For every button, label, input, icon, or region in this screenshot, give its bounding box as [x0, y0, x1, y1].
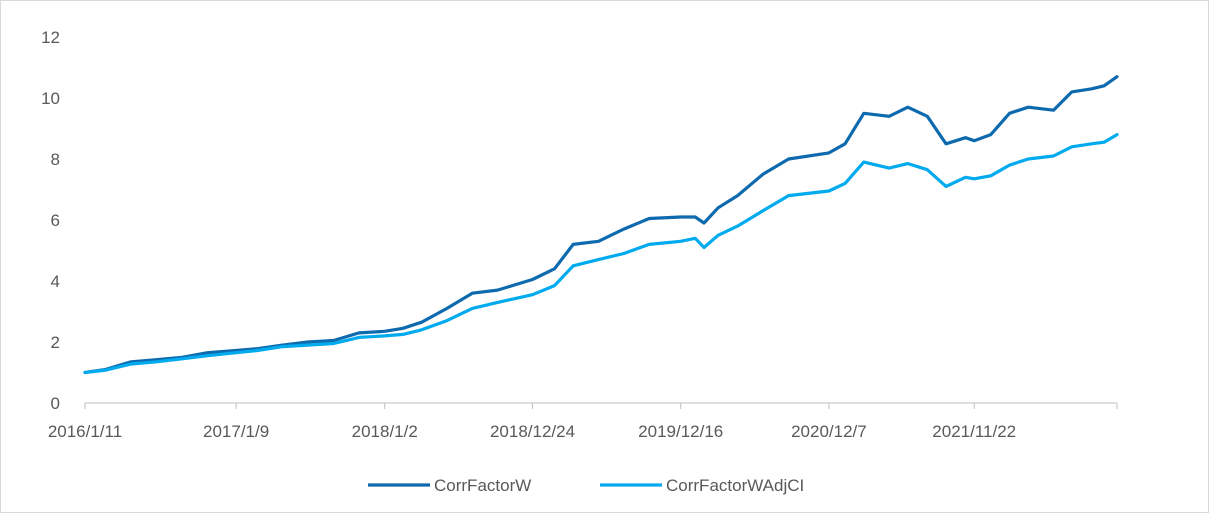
x-tick-label: 2017/1/9: [203, 422, 269, 441]
x-tick-label: 2018/1/2: [352, 422, 418, 441]
x-tick-label: 2021/11/22: [932, 422, 1016, 441]
y-axis: 0 2 4 6 8 10 12: [41, 28, 60, 413]
y-tick-label: 8: [51, 150, 60, 169]
x-tick-label: 2018/12/24: [490, 422, 575, 441]
x-tick-label: 2020/12/7: [791, 422, 867, 441]
x-tick-label: 2019/12/16: [638, 422, 723, 441]
series-line-corrfactorwadjci: [83, 133, 1119, 375]
x-axis: 2016/1/11 2017/1/9 2018/1/2 2018/12/24 2019/…: [48, 402, 1118, 441]
legend: CorrFactorW CorrFactorWAdjCI: [368, 476, 804, 495]
x-tick-label: 2016/1/11: [48, 422, 122, 441]
y-tick-label: 0: [51, 394, 60, 413]
y-tick-label: 6: [51, 211, 60, 230]
y-tick-label: 12: [41, 28, 60, 47]
legend-label: CorrFactorWAdjCI: [666, 476, 804, 495]
y-tick-label: 4: [51, 272, 60, 291]
series-lines: [83, 75, 1119, 375]
series-line-corrfactorw: [83, 75, 1119, 375]
y-tick-label: 2: [51, 333, 60, 352]
y-tick-label: 10: [41, 89, 60, 108]
legend-label: CorrFactorW: [434, 476, 531, 495]
